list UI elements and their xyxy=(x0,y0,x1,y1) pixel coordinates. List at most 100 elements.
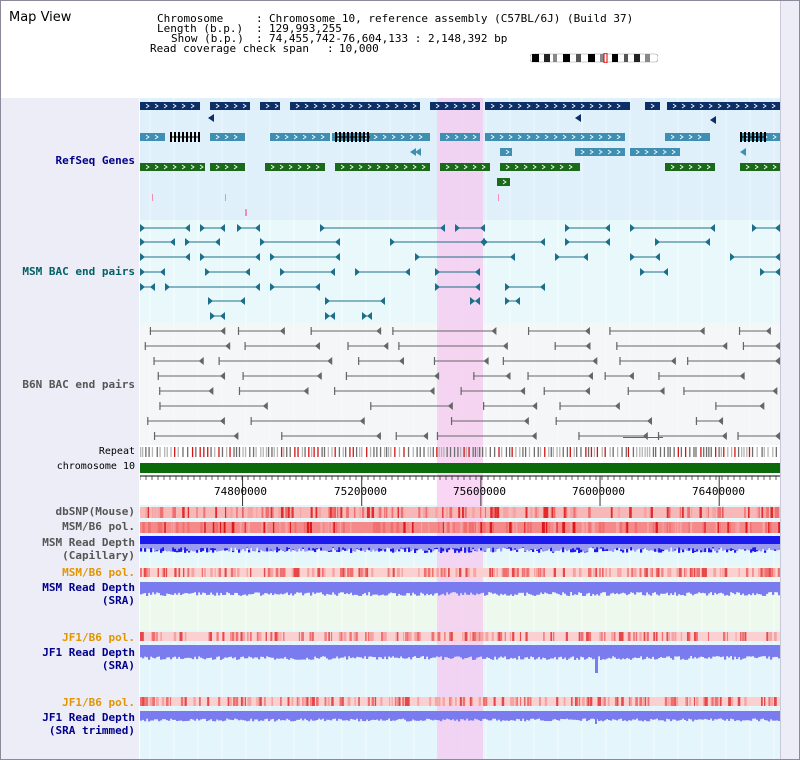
depth-shade xyxy=(514,544,517,549)
repeat-mark xyxy=(703,447,705,457)
depth-shade xyxy=(670,544,673,548)
depth-bar xyxy=(448,536,451,550)
depth-bar xyxy=(400,645,403,657)
label-jf1-depth-trimmed[interactable]: JF1 Read Depth (SRA trimmed) xyxy=(42,711,135,737)
pol-mark xyxy=(478,697,482,706)
depth-bar xyxy=(732,645,735,660)
label-b6n-bac[interactable]: B6N BAC end pairs xyxy=(22,378,135,391)
label-dbsnp[interactable]: dbSNP(Mouse) xyxy=(55,505,135,518)
pol-mark xyxy=(611,632,614,641)
depth-bar xyxy=(162,711,165,720)
depth-bar xyxy=(352,582,355,596)
depth-bar xyxy=(352,645,355,658)
depth-bar xyxy=(512,582,515,596)
repeat-mark xyxy=(700,447,702,457)
pol-mark xyxy=(519,632,522,641)
chromosome-ideogram[interactable] xyxy=(530,53,658,63)
pol-mark xyxy=(505,522,508,533)
pol-mark xyxy=(490,507,493,518)
ideogram-band xyxy=(576,54,581,62)
label-jf1-depth-sra[interactable]: JF1 Read Depth (SRA) xyxy=(42,646,135,672)
bac-end-left xyxy=(159,402,161,410)
depth-bar xyxy=(218,582,221,596)
depth-bar xyxy=(358,711,361,722)
depth-bar xyxy=(242,536,245,549)
depth-bar xyxy=(270,536,273,551)
depth-bar xyxy=(642,582,645,596)
depth-shade xyxy=(148,544,151,550)
bac-end-right xyxy=(255,283,260,291)
depth-bar xyxy=(176,711,179,721)
depth-bar xyxy=(330,582,333,595)
gene-strand-arrow xyxy=(616,103,621,109)
label-msm-depth-capillary[interactable]: MSM Read Depth (Capillary) xyxy=(42,536,135,562)
depth-bar xyxy=(618,711,621,720)
pol-mark xyxy=(769,632,772,641)
repeat-mark xyxy=(667,447,669,457)
depth-bar xyxy=(542,711,545,721)
depth-bar xyxy=(164,645,167,660)
pol-mark xyxy=(176,522,179,533)
depth-bar xyxy=(160,582,163,596)
gene-strand-arrow xyxy=(688,134,693,140)
depth-bar xyxy=(262,645,265,657)
repeat-mark xyxy=(436,447,438,457)
gene-exon xyxy=(186,132,188,142)
depth-bar xyxy=(534,582,537,596)
pol-mark xyxy=(203,568,206,577)
gene-strand-arrow xyxy=(172,103,177,109)
depth-bar xyxy=(230,645,233,657)
map-canvas[interactable] xyxy=(140,0,780,760)
scroll-gutter[interactable] xyxy=(780,0,800,760)
bac-end-right xyxy=(705,238,710,246)
depth-bar xyxy=(300,711,303,719)
depth-bar xyxy=(406,582,409,594)
gene-strand-arrow xyxy=(400,134,405,140)
depth-bar xyxy=(210,645,213,658)
depth-shade xyxy=(252,544,255,550)
depth-bar xyxy=(578,645,581,660)
repeat-mark xyxy=(680,447,683,457)
depth-shade xyxy=(518,544,521,549)
gene-strand-arrow xyxy=(672,103,677,109)
depth-bar xyxy=(624,536,627,548)
tracks-svg[interactable] xyxy=(140,0,780,760)
bac-end-left xyxy=(210,312,215,320)
pol-mark xyxy=(642,697,646,706)
repeat-mark xyxy=(468,447,470,457)
gene-exon xyxy=(355,132,357,142)
depth-shade xyxy=(314,544,317,549)
repeat-mark xyxy=(727,447,729,457)
pol-mark xyxy=(371,632,374,641)
pol-mark xyxy=(713,507,717,518)
label-msm-depth-sra[interactable]: MSM Read Depth (SRA) xyxy=(42,581,135,607)
depth-shade xyxy=(492,544,495,548)
pol-mark xyxy=(679,507,681,518)
bac-end-left xyxy=(140,253,145,261)
depth-bar xyxy=(742,711,745,721)
label-jf1-b6-pol[interactable]: JF1/B6 pol. xyxy=(62,631,135,644)
label-msm-bac[interactable]: MSM BAC end pairs xyxy=(22,265,135,278)
label-msm-b6-pol[interactable]: MSM/B6 pol. xyxy=(62,520,135,533)
pol-mark xyxy=(406,697,410,706)
depth-bar xyxy=(554,711,557,720)
label-msm-b6-pol-2[interactable]: MSM/B6 pol. xyxy=(62,566,135,579)
label-jf1-b6-pol-2[interactable]: JF1/B6 pol. xyxy=(62,696,135,709)
depth-bar xyxy=(346,536,349,550)
pol-mark xyxy=(510,697,513,706)
depth-bar xyxy=(532,645,535,658)
depth-bar xyxy=(250,645,253,658)
repeat-mark xyxy=(612,447,614,457)
repeat-mark xyxy=(148,447,150,457)
depth-bar xyxy=(652,645,655,657)
depth-bar xyxy=(230,711,233,720)
depth-bar xyxy=(722,711,725,720)
depth-bar xyxy=(376,645,379,660)
depth-bar xyxy=(542,536,545,552)
gene-strand-arrow xyxy=(553,134,558,140)
depth-bar xyxy=(426,645,429,657)
pol-mark xyxy=(420,522,423,533)
depth-bar xyxy=(460,536,463,552)
label-refseq-genes[interactable]: RefSeq Genes xyxy=(55,154,135,167)
depth-shade xyxy=(398,544,401,550)
